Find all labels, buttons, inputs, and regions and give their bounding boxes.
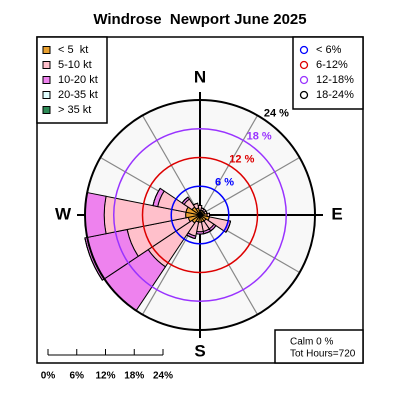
ring [170,185,230,245]
legend-swatch [42,46,51,54]
sector-segment [84,237,103,281]
direction-label: E [331,204,342,223]
legend-swatch [42,91,51,99]
ring-label: 6 % [215,176,234,188]
ring-label: 18 % [247,130,272,142]
direction-label: W [55,204,72,223]
legend-swatch [42,106,51,114]
scale-label: 24% [153,371,173,382]
legend-label: 10-20 kt [58,74,98,86]
ring [141,156,259,274]
legend-label: 5-10 kt [58,59,92,71]
chart-title: Windrose Newport June 2025 [93,11,306,28]
ring-label: 24 % [264,107,289,119]
sector-segment [84,191,107,239]
ring-legend-label: < 6% [316,44,342,56]
calm-label: Calm 0 % [290,337,333,348]
scale-label: 0% [41,371,56,382]
ring-legend-label: 12-18% [316,74,354,86]
ring-legend-marker [299,45,309,55]
ring-legend-label: 18-24% [316,89,354,101]
legend-label: < 5 kt [58,44,88,56]
legend-label: 20-35 kt [58,89,98,101]
total-label: Tot Hours=720 [290,349,356,360]
scale-label: 12% [95,371,115,382]
ring [113,128,287,302]
calm-box [274,329,364,364]
plot-frame [36,36,364,364]
ring-legend-label: 6-12% [316,59,348,71]
legend-swatch [42,76,51,84]
ring-legend-marker [299,60,309,70]
legend-swatch [42,61,51,69]
ring-legend [292,36,364,110]
direction-label: N [194,67,206,86]
ring-legend-marker [299,90,309,100]
direction-label: S [194,341,205,360]
ring-label: 12 % [229,153,254,165]
ring [84,99,316,331]
ring-legend-marker [299,75,309,85]
scale-label: 6% [70,371,85,382]
scale-label: 18% [124,371,144,382]
legend-label: > 35 kt [58,104,91,116]
